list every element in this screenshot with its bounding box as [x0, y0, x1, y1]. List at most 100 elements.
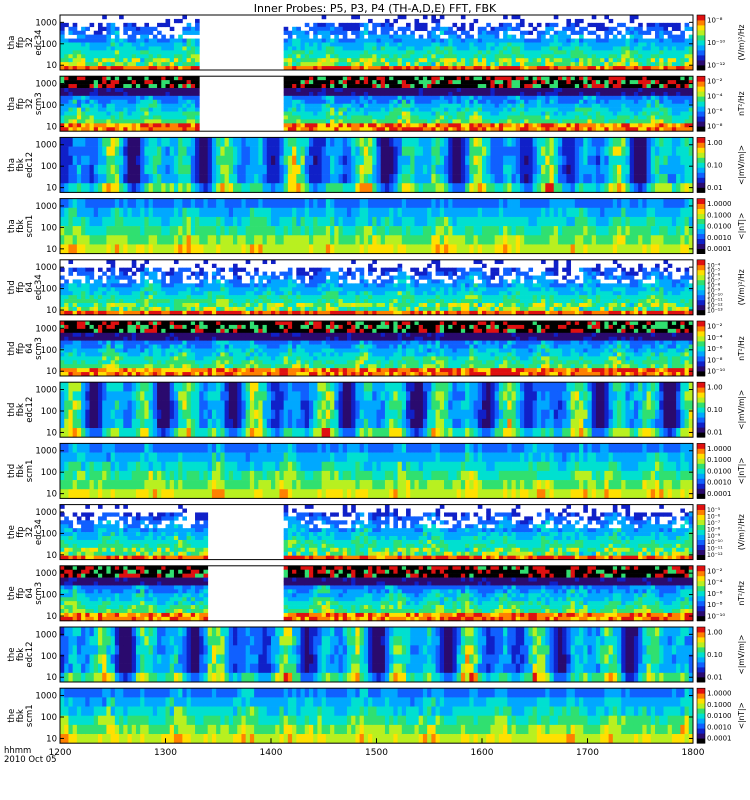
- spectrogram-cell: [422, 207, 428, 218]
- spectrogram-cell: [646, 54, 652, 59]
- spectrogram-cell: [498, 146, 504, 157]
- spectrogram-cell: [566, 42, 572, 47]
- spectrogram-cell: [127, 174, 133, 184]
- spectrogram-cell: [271, 235, 276, 245]
- spectrogram-cell: [304, 54, 310, 59]
- spectrogram-cell: [123, 80, 128, 85]
- spectrogram-cell: [629, 95, 635, 101]
- spectrogram-cell: [503, 50, 508, 55]
- spectrogram-cell: [444, 198, 449, 209]
- spectrogram-cell: [477, 107, 483, 112]
- spectrogram-cell: [676, 174, 681, 184]
- spectrogram-cell: [102, 164, 107, 175]
- spectrogram-cell: [106, 99, 112, 104]
- spectrogram-cell: [89, 84, 95, 89]
- spectrogram-cell: [680, 76, 685, 81]
- spectrogram-cell: [671, 174, 677, 184]
- spectrogram-cell: [549, 183, 555, 193]
- spectrogram-cell: [207, 198, 213, 209]
- spectrogram-cell: [490, 103, 496, 108]
- spectrogram-cell: [633, 15, 639, 20]
- spectrogram-cell: [76, 84, 82, 89]
- spectrogram-cell: [195, 42, 200, 47]
- spectrogram-cell: [279, 164, 285, 175]
- spectrogram-cell: [482, 46, 487, 51]
- spectrogram-cell: [135, 42, 141, 47]
- spectrogram-cell: [574, 87, 580, 93]
- spectrogram-cell: [541, 34, 546, 39]
- spectrogram-cell: [262, 146, 268, 157]
- spectrogram-cell: [397, 235, 403, 245]
- spectrogram-cell: [633, 58, 639, 63]
- spectrogram-cell: [431, 103, 436, 108]
- spectrogram-cell: [85, 76, 90, 81]
- spectrogram-cell: [439, 99, 445, 104]
- spectrogram-cell: [553, 15, 559, 20]
- spectrogram-cell: [625, 76, 631, 81]
- spectrogram-cell: [482, 26, 487, 32]
- spectrogram-cell: [414, 174, 420, 184]
- spectrogram-cell: [182, 155, 187, 166]
- spectrogram-cell: [621, 58, 626, 63]
- spectrogram-cell: [245, 146, 251, 157]
- spectrogram-cell: [621, 155, 626, 166]
- spectrogram-cell: [157, 119, 162, 124]
- spectrogram-cell: [169, 207, 175, 218]
- spectrogram-cell: [465, 198, 470, 209]
- spectrogram-cell: [144, 137, 150, 147]
- spectrogram-cell: [595, 84, 601, 89]
- spectrogram-cell: [498, 50, 504, 55]
- spectrogram-cell: [393, 207, 398, 218]
- spectrogram-cell: [389, 226, 394, 236]
- spectrogram-cell: [359, 99, 365, 104]
- spectrogram-cell: [127, 66, 133, 71]
- spectrogram-cell: [207, 235, 213, 245]
- spectrogram-cell: [469, 119, 474, 124]
- spectrogram-cell: [233, 216, 238, 227]
- spectrogram-cell: [157, 115, 162, 120]
- spectrogram-cell: [123, 155, 128, 166]
- spectrogram-cell: [460, 58, 466, 63]
- spectrogram-cell: [203, 174, 209, 184]
- spectrogram-cell: [401, 76, 407, 81]
- spectrogram-cell: [595, 174, 601, 184]
- spectrogram-cell: [60, 119, 65, 124]
- spectrogram-cell: [148, 137, 154, 147]
- spectrogram-cell: [384, 62, 390, 67]
- spectrogram-cell: [165, 164, 171, 175]
- spectrogram-cell: [376, 174, 382, 184]
- spectrogram-cell: [342, 58, 348, 63]
- spectrogram-cell: [469, 174, 474, 184]
- spectrogram-cell: [680, 164, 685, 175]
- spectrogram-cell: [317, 164, 323, 175]
- spectrogram-cell: [338, 87, 344, 93]
- y-tick-label: 10: [46, 184, 57, 194]
- spectrogram-cell: [140, 76, 145, 81]
- spectrogram-cell: [173, 127, 179, 132]
- spectrogram-cell: [511, 119, 517, 124]
- spectrogram-cell: [81, 42, 86, 47]
- spectrogram-cell: [106, 95, 112, 101]
- spectrogram-cell: [600, 50, 605, 55]
- spectrogram-cell: [587, 30, 593, 35]
- spectrogram-cell: [545, 84, 550, 89]
- spectrogram-cell: [72, 54, 78, 59]
- spectrogram-cell: [515, 207, 521, 218]
- spectrogram-cell: [621, 115, 626, 120]
- spectrogram-cell: [507, 54, 512, 59]
- spectrogram-cell: [532, 127, 538, 132]
- spectrogram-cell: [135, 26, 141, 32]
- spectrogram-cell: [384, 76, 390, 81]
- spectrogram-cell: [216, 174, 221, 184]
- spectrogram-cell: [600, 174, 605, 184]
- spectrogram-cell: [688, 146, 694, 157]
- spectrogram-cell: [557, 58, 563, 63]
- spectrogram-cell: [317, 95, 323, 101]
- spectrogram-cell: [76, 34, 82, 39]
- spectrogram-cell: [528, 99, 534, 104]
- spectrogram-cell: [583, 58, 588, 63]
- spectrogram-cell: [511, 123, 517, 128]
- spectrogram-cell: [85, 146, 90, 157]
- spectrogram-cell: [60, 137, 65, 147]
